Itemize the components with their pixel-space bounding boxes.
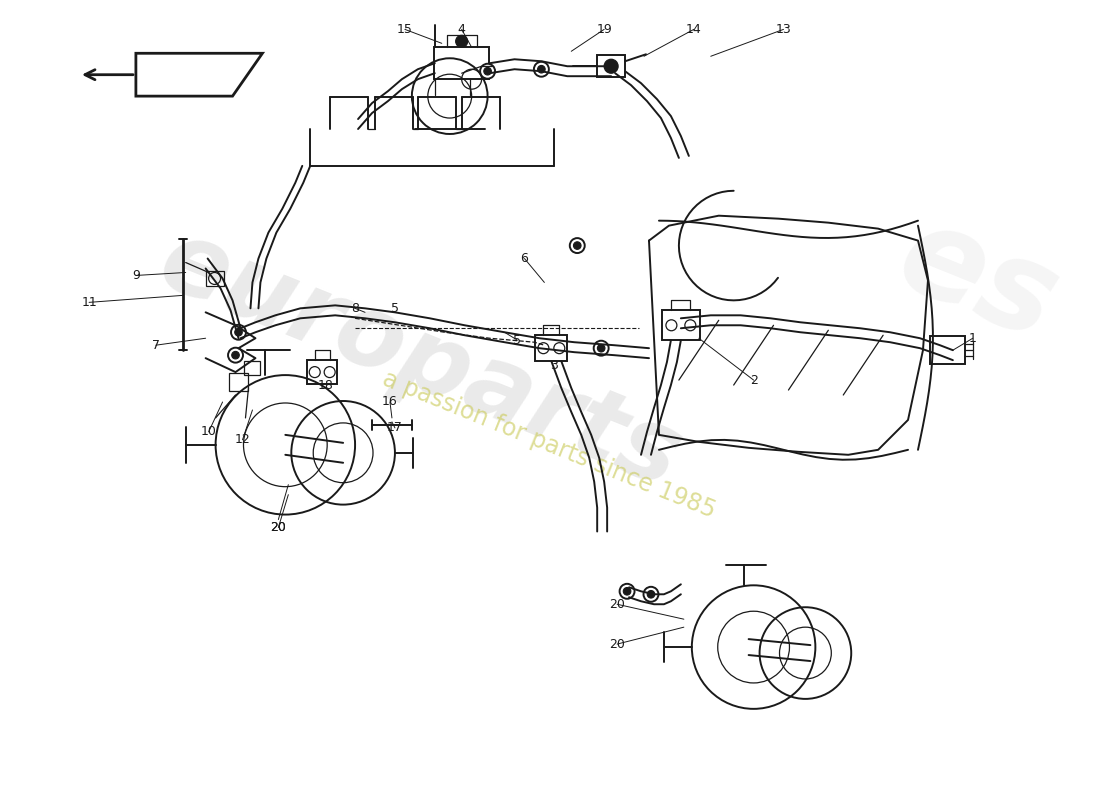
- Bar: [536, 335, 568, 361]
- Circle shape: [534, 62, 549, 77]
- Circle shape: [234, 329, 242, 336]
- Text: europarts: europarts: [145, 212, 694, 509]
- Circle shape: [647, 590, 654, 598]
- Text: 20: 20: [271, 521, 286, 534]
- Text: 19: 19: [596, 23, 612, 36]
- Text: 13: 13: [776, 23, 791, 36]
- Text: 9: 9: [132, 269, 140, 282]
- Text: 2: 2: [750, 374, 758, 386]
- Circle shape: [624, 587, 631, 595]
- Text: 20: 20: [609, 598, 625, 610]
- Bar: [206, 271, 223, 286]
- Text: 8: 8: [351, 302, 359, 315]
- Text: 17: 17: [387, 422, 403, 434]
- Text: 7: 7: [152, 338, 160, 352]
- Text: 5: 5: [514, 334, 521, 346]
- Bar: [307, 360, 337, 384]
- Circle shape: [594, 341, 608, 356]
- Bar: [229, 373, 249, 391]
- Text: 12: 12: [234, 434, 251, 446]
- Bar: [434, 47, 490, 79]
- Circle shape: [597, 345, 605, 352]
- Circle shape: [484, 67, 492, 75]
- Bar: [931, 336, 966, 364]
- Text: 16: 16: [382, 395, 398, 409]
- Text: 4: 4: [458, 23, 465, 36]
- Circle shape: [604, 59, 618, 74]
- Text: 10: 10: [200, 426, 217, 438]
- Circle shape: [231, 325, 246, 340]
- Text: 5: 5: [390, 302, 399, 315]
- Bar: [662, 310, 700, 340]
- Text: 6: 6: [520, 252, 528, 265]
- Text: 15: 15: [397, 23, 412, 36]
- Text: 20: 20: [271, 521, 286, 534]
- Text: 18: 18: [317, 378, 333, 391]
- Text: 3: 3: [550, 358, 559, 372]
- Circle shape: [573, 242, 581, 250]
- Bar: [244, 361, 261, 375]
- Circle shape: [455, 35, 468, 47]
- Circle shape: [228, 348, 243, 362]
- Text: es: es: [881, 194, 1075, 366]
- Circle shape: [538, 66, 546, 73]
- Text: 1: 1: [969, 332, 977, 345]
- Circle shape: [570, 238, 585, 253]
- Text: 11: 11: [81, 296, 97, 309]
- Text: 20: 20: [609, 638, 625, 650]
- Bar: [597, 55, 625, 77]
- Circle shape: [619, 584, 635, 598]
- Text: a passion for parts since 1985: a passion for parts since 1985: [379, 367, 719, 523]
- Text: 14: 14: [686, 23, 702, 36]
- Circle shape: [232, 351, 240, 359]
- Circle shape: [644, 587, 659, 602]
- Circle shape: [480, 64, 495, 78]
